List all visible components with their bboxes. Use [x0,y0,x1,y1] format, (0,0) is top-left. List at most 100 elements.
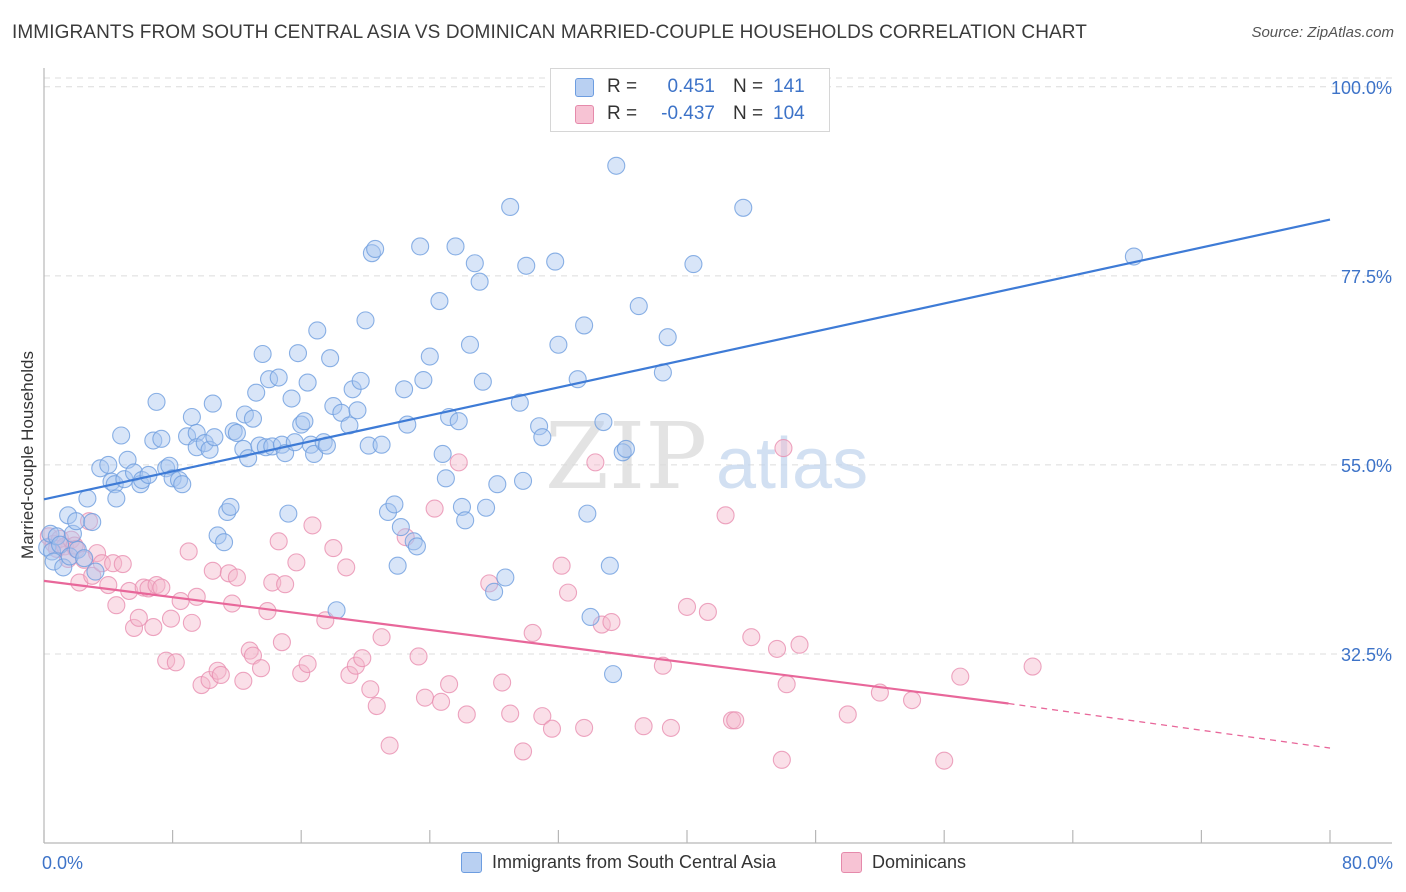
data-point [171,591,190,611]
data-point [234,671,253,690]
watermark-zip: ZIP [545,403,707,510]
data-point [465,254,484,273]
data-point [935,751,954,770]
data-point [698,602,717,621]
data-point [517,256,536,275]
data-point [324,539,343,558]
bottom-legend-blue: Immigrants from South Central Asia [461,852,776,873]
data-point [99,576,118,595]
data-point [616,439,635,458]
legend-n-value: 104 [773,103,805,124]
data-point [449,453,468,472]
data-point [227,423,246,443]
data-point [113,554,132,574]
data-point [152,578,171,597]
data-point [182,613,201,632]
data-point [546,252,565,271]
data-point [152,429,171,448]
data-point [558,583,578,602]
watermark-atlas: atlas [716,424,868,504]
data-point [147,392,166,411]
bottom-legend-swatch-blue [461,852,482,873]
data-point [279,504,298,523]
source-label: Source: ZipAtlas.com [1251,24,1394,41]
data-point [235,405,254,424]
data-point [305,444,324,464]
series-south-central-asia-points [38,156,1143,684]
data-point [247,383,266,402]
trend-line-pink-extension [1008,702,1331,749]
data-point [253,344,272,364]
legend: R = 0.451 N = 141 R = -0.437 N = 104 [550,68,830,132]
legend-r-value: -0.437 [661,103,715,124]
data-point [436,469,455,488]
legend-row-blue: R = 0.451 N = 141 [575,74,805,100]
data-point [359,436,378,455]
data-point [684,255,703,274]
data-point [457,705,476,724]
data-point [107,489,126,508]
data-point [432,692,451,711]
data-point [391,518,410,537]
data-point [187,587,206,606]
data-point [356,311,375,330]
data-point [549,335,568,354]
data-point [578,504,597,523]
data-point [124,618,144,637]
data-point [433,444,452,464]
data-point [460,335,480,354]
data-point [425,499,444,518]
data-point [298,654,317,674]
data-point [634,717,653,736]
data-point [240,641,259,660]
data-point [295,412,314,431]
data-point [346,656,365,675]
data-point [480,574,499,593]
data-point [54,558,73,577]
legend-swatch-pink [575,104,594,124]
data-point [774,439,793,458]
data-point [99,455,118,474]
data-point [602,612,621,632]
data-point [112,426,131,445]
data-point [1023,657,1042,676]
legend-n-value: 141 [773,76,805,97]
legend-r-value: 0.451 [667,76,715,97]
data-point [404,532,423,551]
data-point [166,653,185,672]
data-point [78,489,97,508]
data-point [292,415,311,434]
data-point [415,688,435,707]
data-point [777,675,796,694]
series-dominicans-points [39,439,1042,770]
data-point [533,707,552,726]
data-point [211,665,230,685]
data-point [456,511,475,530]
data-point [734,198,753,217]
data-point [477,498,496,517]
data-point [661,718,680,737]
y-tick-label: 55.0% [1341,456,1392,476]
data-point [288,344,308,363]
data-point [613,443,632,462]
data-point [385,495,404,514]
data-point [276,575,295,594]
data-point [285,433,304,452]
data-point [367,696,386,716]
trend-lines [43,218,1331,749]
y-tick-label: 77.5% [1341,267,1392,287]
trend-line-pink [43,579,1009,705]
data-point [594,413,613,432]
data-point [348,401,367,420]
data-point [446,237,465,256]
data-point [272,633,291,652]
data-point [378,502,398,522]
y-tick-labels: 32.5% 55.0% 77.5% 100.0% [1331,78,1392,665]
data-point [501,197,520,217]
data-point [219,564,238,583]
chart-title: IMMIGRANTS FROM SOUTH CENTRAL ASIA VS DO… [12,22,1087,43]
data-point [208,526,227,545]
data-point [790,635,809,654]
data-point [361,680,380,699]
